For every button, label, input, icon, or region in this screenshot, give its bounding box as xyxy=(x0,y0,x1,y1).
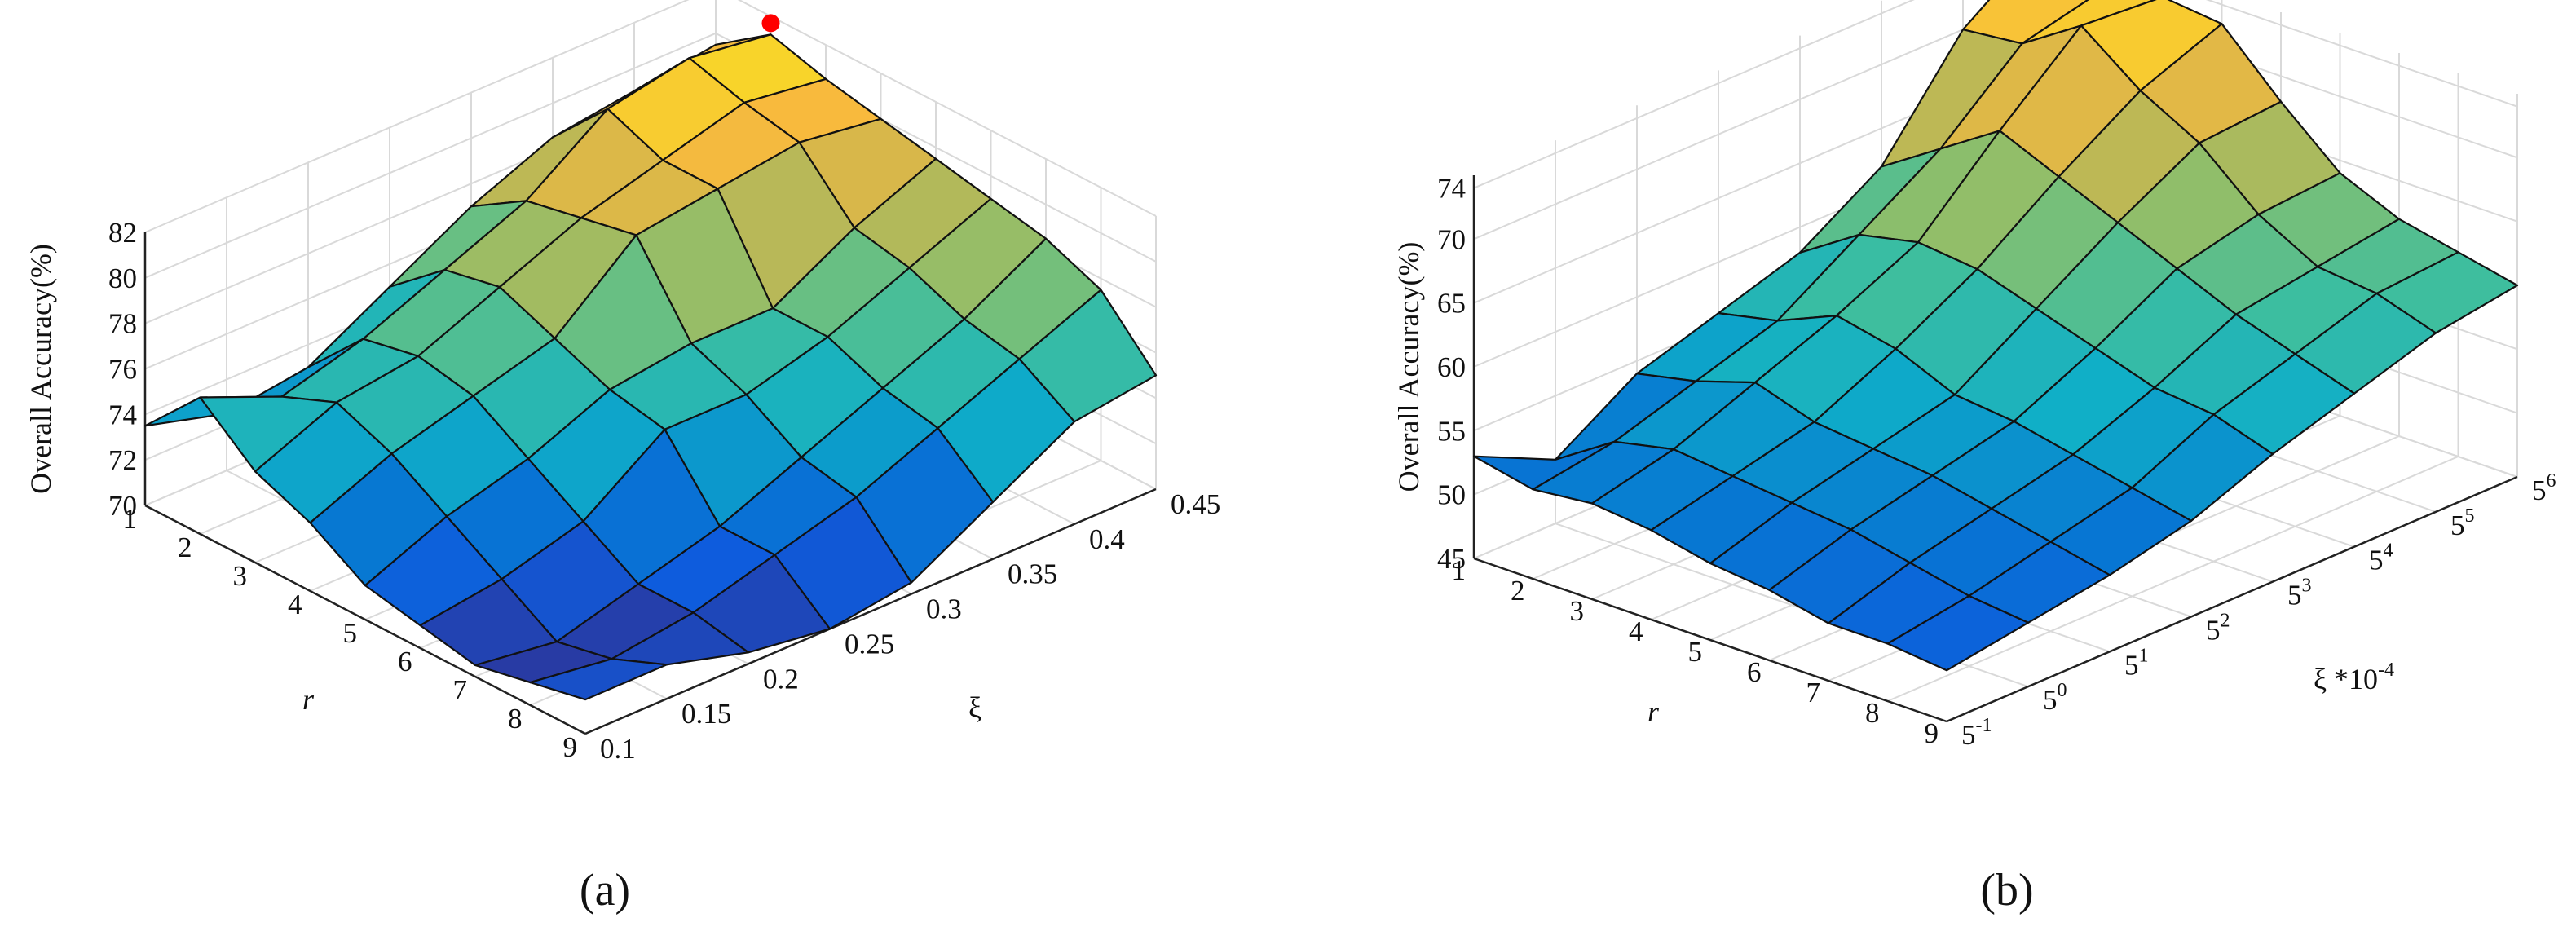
x-tick-label: 6 xyxy=(1747,656,1762,688)
y-tick-label: 0.3 xyxy=(926,593,962,625)
y-tick-base: 5 xyxy=(2532,474,2547,506)
z-axis-label: Overall Accuracy(%) xyxy=(1392,242,1425,492)
y-tick-label: 5-1 xyxy=(1961,715,1992,751)
x-tick-label: 2 xyxy=(1511,575,1525,607)
y-tick-exp: 2 xyxy=(2221,610,2230,631)
y-tick-label: 0.15 xyxy=(681,698,731,730)
surface-face xyxy=(1886,594,2030,672)
z-tick-label: 72 xyxy=(108,444,137,476)
x-tick-label: 6 xyxy=(398,646,412,677)
z-tick-label: 55 xyxy=(1437,415,1466,447)
y-tick-exp: 3 xyxy=(2302,576,2312,597)
z-tick-label: 74 xyxy=(1437,173,1466,205)
y-tick-label: 0.2 xyxy=(763,663,799,695)
z-tick-label: 65 xyxy=(1437,288,1466,320)
y-axis-label: ξ xyxy=(968,691,981,724)
x-tick-label: 3 xyxy=(1570,595,1585,627)
y-tick-base: 5 xyxy=(2369,545,2384,576)
gridline-x xyxy=(1887,456,2459,702)
y-tick-base: 5 xyxy=(2450,510,2465,541)
x-tick-label: 9 xyxy=(563,731,578,763)
x-axis-line xyxy=(144,504,586,735)
y-tick-exp: -1 xyxy=(1976,715,1992,736)
y-axis-label-base: ξ xyxy=(968,691,981,724)
z-tick-label: 80 xyxy=(108,263,137,294)
y-tick-exp: 6 xyxy=(2547,470,2556,492)
panel-caption: (b) xyxy=(1980,865,2033,916)
z-axis-label: Overall Accuracy(%) xyxy=(24,244,57,494)
y-tick-base: 5 xyxy=(2124,649,2139,681)
x-tick-label: 7 xyxy=(1806,677,1821,708)
z-tick-label: 45 xyxy=(1437,543,1466,575)
gridline-z xyxy=(1473,0,2034,240)
max-point-marker xyxy=(761,14,780,33)
z-tick-label: 70 xyxy=(108,490,137,522)
z-tick-label: 76 xyxy=(108,354,137,386)
panel-caption: (a) xyxy=(580,865,630,916)
gridline-z xyxy=(1473,0,1915,189)
y-axis-line xyxy=(1946,475,2518,723)
x-tick-label: 3 xyxy=(233,560,248,592)
y-tick-base: 5 xyxy=(1961,719,1976,751)
x-axis-label: r xyxy=(1647,695,1660,728)
y-axis-label-sup: -4 xyxy=(2378,660,2394,681)
y-axis-label-base: ξ *10 xyxy=(2314,663,2378,695)
y-tick-label: 0.35 xyxy=(1008,558,1057,590)
y-tick-exp: 1 xyxy=(2139,645,2149,666)
y-tick-label: 50 xyxy=(2043,680,2067,716)
gridline-z xyxy=(144,0,690,233)
z-tick-label: 82 xyxy=(108,217,137,249)
x-axis-line xyxy=(1473,557,1947,723)
x-tick-label: 8 xyxy=(1865,697,1880,729)
y-tick-label: 0.45 xyxy=(1171,488,1220,520)
y-tick-exp: 4 xyxy=(2384,541,2393,562)
x-tick-label: 5 xyxy=(343,617,358,649)
y-tick-base: 5 xyxy=(2206,614,2221,646)
y-axis-label: ξ *10-4 xyxy=(2314,660,2394,695)
x-tick-label: 2 xyxy=(178,532,192,563)
z-tick-label: 78 xyxy=(108,308,137,340)
z-tick-label: 74 xyxy=(108,399,137,430)
y-tick-label: 0.4 xyxy=(1089,523,1125,555)
x-tick-label: 4 xyxy=(288,589,302,620)
y-tick-label: 55 xyxy=(2450,505,2475,541)
y-tick-exp: 0 xyxy=(2058,680,2067,701)
y-axis-line xyxy=(584,488,1157,735)
x-tick-label: 1 xyxy=(123,503,138,535)
y-tick-base: 5 xyxy=(2043,684,2058,716)
y-tick-label: 0.25 xyxy=(845,628,894,660)
z-tick-label: 50 xyxy=(1437,479,1466,511)
z-tick-label: 70 xyxy=(1437,223,1466,255)
y-tick-label: 51 xyxy=(2124,645,2149,681)
y-tick-label: 56 xyxy=(2532,470,2556,506)
x-axis-label: r xyxy=(302,683,315,716)
y-tick-label: 0.1 xyxy=(600,733,636,765)
x-tick-label: 4 xyxy=(1629,616,1643,647)
x-tick-label: 9 xyxy=(1925,717,1939,749)
y-tick-label: 53 xyxy=(2287,576,2312,611)
x-tick-label: 7 xyxy=(453,674,468,706)
y-tick-exp: 5 xyxy=(2465,505,2475,527)
x-tick-label: 5 xyxy=(1688,636,1703,668)
surface-face xyxy=(529,658,668,701)
y-tick-label: 52 xyxy=(2206,610,2230,646)
y-tick-label: 54 xyxy=(2369,541,2393,576)
y-tick-base: 5 xyxy=(2287,580,2302,611)
x-tick-label: 1 xyxy=(1452,554,1467,586)
z-tick-label: 60 xyxy=(1437,351,1466,383)
x-tick-label: 8 xyxy=(508,703,523,735)
gridline-z xyxy=(144,32,717,279)
